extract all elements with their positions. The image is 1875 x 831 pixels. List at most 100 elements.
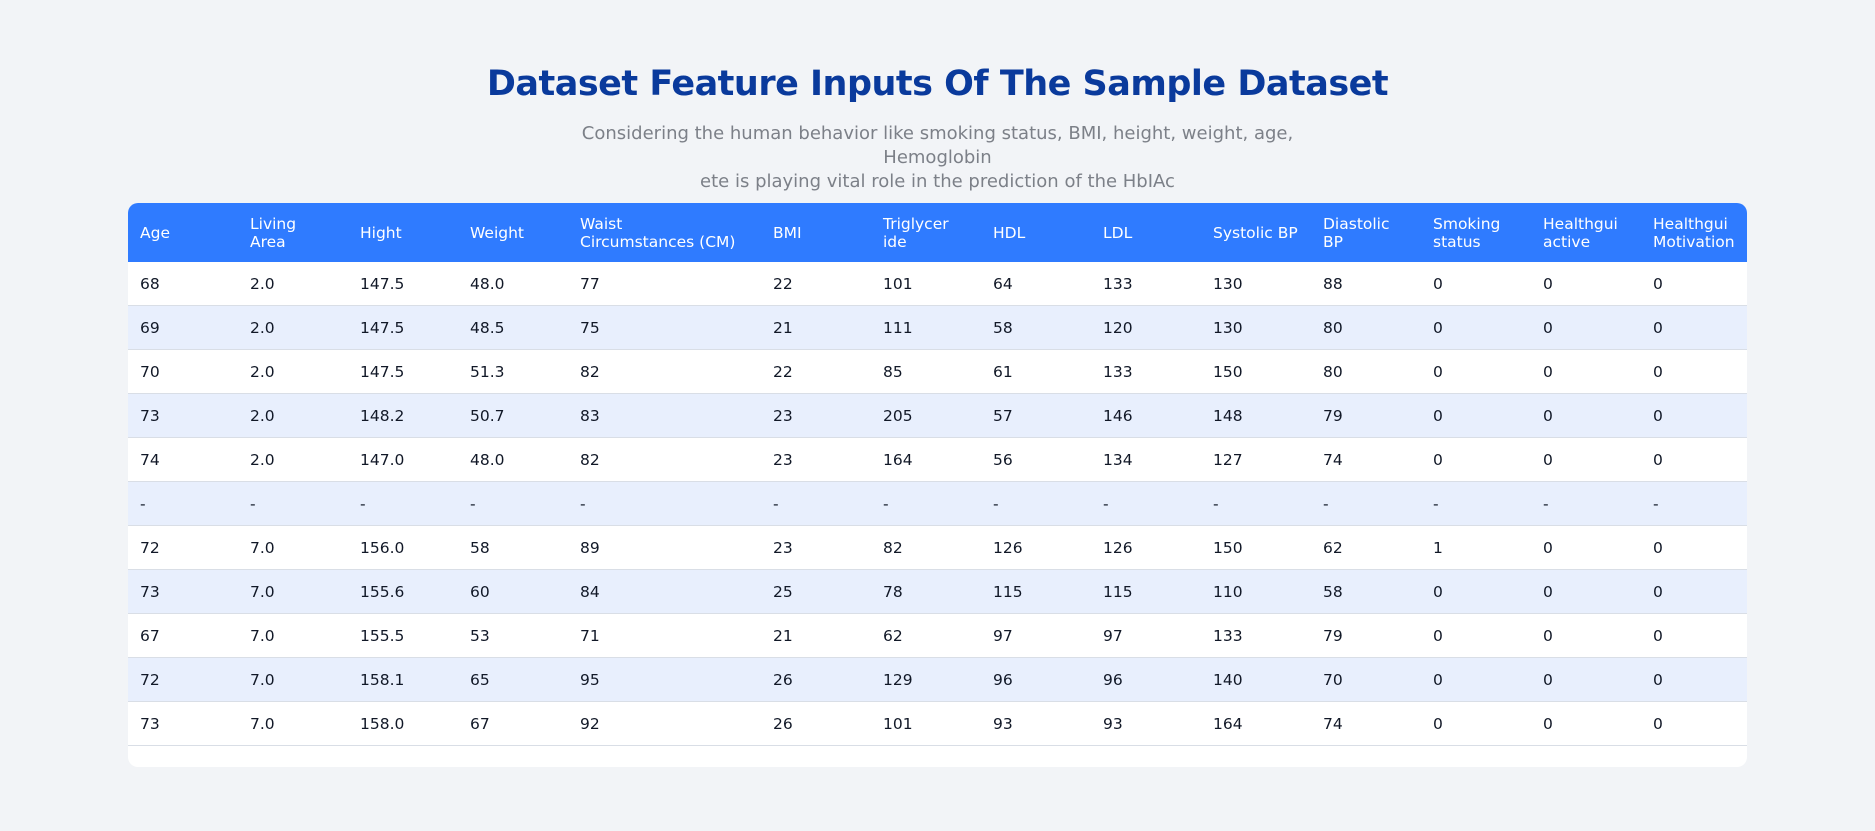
table-cell: 134 bbox=[1091, 437, 1201, 482]
column-header: Healthgui active bbox=[1531, 203, 1641, 262]
table-cell: 48.5 bbox=[458, 305, 568, 350]
table-cell: 0 bbox=[1531, 525, 1641, 570]
table-cell: 126 bbox=[1091, 525, 1201, 570]
table-cell: 2.0 bbox=[238, 437, 348, 482]
table-cell: 96 bbox=[981, 657, 1091, 702]
table-cell: 93 bbox=[1091, 701, 1201, 746]
table-cell: 127 bbox=[1201, 437, 1311, 482]
table-cell: 56 bbox=[981, 437, 1091, 482]
table-cell: 150 bbox=[1201, 349, 1311, 394]
table-cell: 78 bbox=[871, 569, 981, 614]
table-cell: 69 bbox=[128, 305, 238, 350]
table-cell: 0 bbox=[1421, 657, 1531, 702]
table-cell: 61 bbox=[981, 349, 1091, 394]
column-header-line: Area bbox=[250, 232, 286, 251]
table-cell: 2.0 bbox=[238, 393, 348, 438]
table-row: 67 7.0 155.5 53 71 21 62 97 97 133 79 0 0 0 bbox=[128, 613, 1747, 658]
column-header: HDL bbox=[981, 203, 1091, 262]
table-cell: 97 bbox=[981, 613, 1091, 658]
table-cell: 0 bbox=[1641, 305, 1747, 350]
column-header-line: Waist bbox=[580, 214, 623, 233]
table-cell: 95 bbox=[568, 657, 761, 702]
column-header: Hight bbox=[348, 203, 458, 262]
table-cell: 158.1 bbox=[348, 657, 458, 702]
table-cell: 0 bbox=[1531, 262, 1641, 306]
table-cell: - bbox=[348, 481, 458, 526]
table-cell: 73 bbox=[128, 569, 238, 614]
table-row: 68 2.0 147.5 48.0 77 22 101 64 133 130 88 0 0 0 bbox=[128, 262, 1747, 306]
table-cell: 0 bbox=[1531, 393, 1641, 438]
table-cell: 2.0 bbox=[238, 349, 348, 394]
table-cell: - bbox=[128, 481, 238, 526]
table-cell: - bbox=[1091, 481, 1201, 526]
table-cell: 0 bbox=[1531, 569, 1641, 614]
table-cell: 0 bbox=[1641, 657, 1747, 702]
table-cell: 110 bbox=[1201, 569, 1311, 614]
column-header-line: Hight bbox=[360, 223, 402, 242]
table-cell: 148.2 bbox=[348, 393, 458, 438]
table-cell: 0 bbox=[1421, 349, 1531, 394]
column-header-line: active bbox=[1543, 232, 1591, 251]
table-cell: 22 bbox=[761, 262, 871, 306]
table-cell: 115 bbox=[981, 569, 1091, 614]
table-cell: 64 bbox=[981, 262, 1091, 306]
table-cell: 60 bbox=[458, 569, 568, 614]
table-cell: 80 bbox=[1311, 305, 1421, 350]
table-cell: 164 bbox=[871, 437, 981, 482]
table-cell: 0 bbox=[1641, 613, 1747, 658]
table-row: 72 7.0 156.0 58 89 23 82 126 126 150 62 1 0 0 bbox=[128, 525, 1747, 570]
table-cell: 85 bbox=[871, 349, 981, 394]
table-cell: 133 bbox=[1091, 349, 1201, 394]
table-cell: 73 bbox=[128, 393, 238, 438]
table-cell: 73 bbox=[128, 701, 238, 746]
table-cell: 0 bbox=[1641, 437, 1747, 482]
table-cell: - bbox=[1531, 481, 1641, 526]
table-cell: 0 bbox=[1421, 393, 1531, 438]
table-cell: 130 bbox=[1201, 305, 1311, 350]
column-header-line: BMI bbox=[773, 223, 802, 242]
table-cell: 101 bbox=[871, 701, 981, 746]
table-cell: 79 bbox=[1311, 393, 1421, 438]
table-cell: - bbox=[1201, 481, 1311, 526]
table-cell: 148 bbox=[1201, 393, 1311, 438]
table-cell: 101 bbox=[871, 262, 981, 306]
table-cell: 7.0 bbox=[238, 657, 348, 702]
table-row: -------------- bbox=[128, 481, 1747, 526]
table-cell: 115 bbox=[1091, 569, 1201, 614]
column-header: Smoking status bbox=[1421, 203, 1531, 262]
table-cell: 0 bbox=[1531, 305, 1641, 350]
table-cell: 147.5 bbox=[348, 349, 458, 394]
table-cell: 88 bbox=[1311, 262, 1421, 306]
table-cell: 133 bbox=[1201, 613, 1311, 658]
table-cell: 147.5 bbox=[348, 305, 458, 350]
table-row: 69 2.0 147.5 48.5 75 21 111 58 120 130 80 0 0 0 bbox=[128, 305, 1747, 350]
column-header: Waist Circumstances (CM) bbox=[568, 203, 761, 262]
table-cell: 0 bbox=[1421, 701, 1531, 746]
table-cell: 0 bbox=[1641, 349, 1747, 394]
table-cell: 23 bbox=[761, 393, 871, 438]
table-cell: 156.0 bbox=[348, 525, 458, 570]
feature-table: Age Living Area Hight Weight Waist Circumstanc… bbox=[128, 203, 1747, 746]
table-cell: - bbox=[238, 481, 348, 526]
table-cell: 82 bbox=[568, 437, 761, 482]
table-row: 73 7.0 158.0 67 92 26 101 93 93 164 74 0 0 0 bbox=[128, 701, 1747, 746]
table-header-row: Age Living Area Hight Weight Waist Circumstanc… bbox=[128, 203, 1747, 262]
table-cell: 150 bbox=[1201, 525, 1311, 570]
table-cell: 70 bbox=[1311, 657, 1421, 702]
column-header-line: BP bbox=[1323, 232, 1343, 251]
column-header: LDL bbox=[1091, 203, 1201, 262]
table-cell: 84 bbox=[568, 569, 761, 614]
table-cell: 68 bbox=[128, 262, 238, 306]
table-cell: 93 bbox=[981, 701, 1091, 746]
table-cell: 79 bbox=[1311, 613, 1421, 658]
table-cell: 25 bbox=[761, 569, 871, 614]
column-header-line: Healthgui bbox=[1653, 214, 1728, 233]
table-cell: 155.6 bbox=[348, 569, 458, 614]
table-cell: 0 bbox=[1641, 262, 1747, 306]
table-cell: 70 bbox=[128, 349, 238, 394]
table-cell: 0 bbox=[1421, 569, 1531, 614]
table-row: 73 2.0 148.2 50.7 83 23 205 57 146 148 79 0 0 0 bbox=[128, 393, 1747, 438]
table-cell: 21 bbox=[761, 305, 871, 350]
table-cell: - bbox=[458, 481, 568, 526]
table-cell: 1 bbox=[1421, 525, 1531, 570]
